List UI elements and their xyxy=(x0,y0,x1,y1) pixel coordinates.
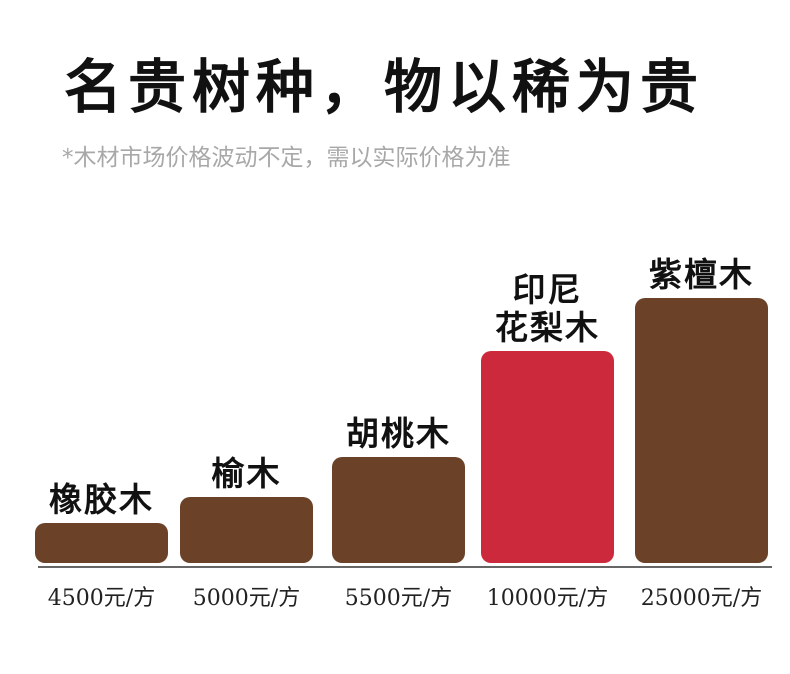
price-label-3: 10000元/方 xyxy=(487,586,608,611)
price-disclaimer: *木材市场价格波动不定，需以实际价格为准 xyxy=(62,145,511,171)
category-label-4: 紫檀木 xyxy=(649,255,754,294)
page-title: 名贵树种，物以稀为贵 xyxy=(64,53,705,121)
category-label-3-line-0: 印尼 xyxy=(513,270,583,309)
bar-2 xyxy=(332,457,465,563)
price-label-4: 25000元/方 xyxy=(641,586,762,611)
bar-1 xyxy=(180,497,313,563)
category-label-2: 胡桃木 xyxy=(346,414,451,453)
price-label-0: 4500元/方 xyxy=(48,586,155,611)
price-label-2: 5500元/方 xyxy=(345,586,452,611)
category-label-3-line-1: 花梨木 xyxy=(495,308,600,347)
bar-4 xyxy=(635,298,768,563)
price-label-1: 5000元/方 xyxy=(193,586,300,611)
category-label-0: 橡胶木 xyxy=(49,480,154,519)
bar-3 xyxy=(481,351,614,563)
bar-0 xyxy=(35,523,168,563)
category-label-1: 榆木 xyxy=(212,454,282,493)
